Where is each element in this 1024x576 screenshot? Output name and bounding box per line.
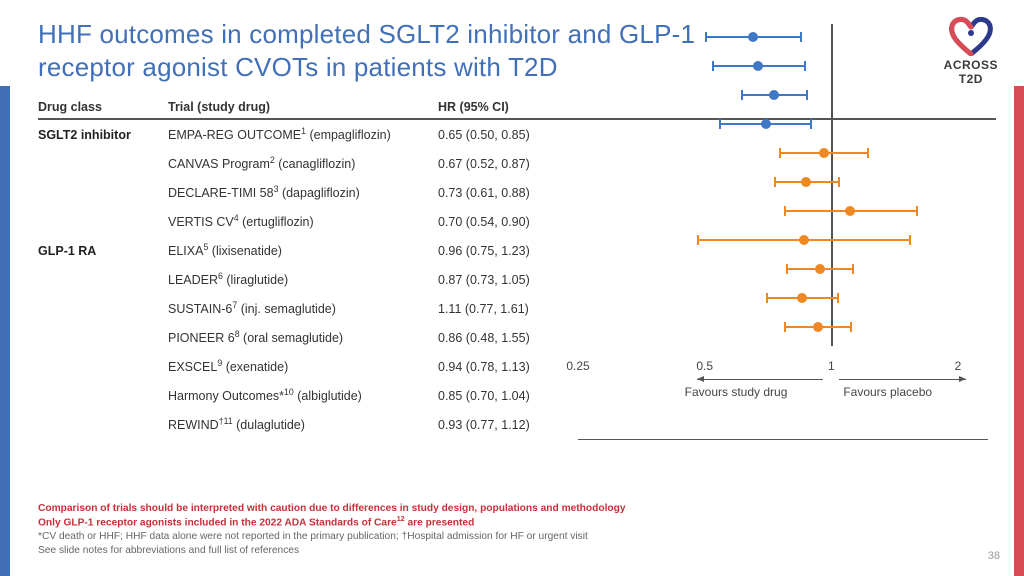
col-header-class: Drug class (38, 100, 168, 114)
trial-label: ELIXA5 (lixisenatide) (168, 242, 438, 258)
footnotes: Comparison of trials should be interpret… (38, 502, 934, 558)
hr-value: 0.86 (0.48, 1.55) (438, 331, 578, 345)
hr-value: 0.85 (0.70, 1.04) (438, 389, 578, 403)
drug-class-label: GLP-1 RA (38, 244, 168, 258)
trial-label: DECLARE-TIMI 583 (dapagliflozin) (168, 184, 438, 200)
arrow-right-icon (839, 379, 966, 380)
axis-tick-label: 0.5 (696, 359, 713, 373)
hr-value: 1.11 (0.77, 1.61) (438, 302, 578, 316)
trial-label: CANVAS Program2 (canagliflozin) (168, 155, 438, 171)
trial-label: LEADER6 (liraglutide) (168, 271, 438, 287)
hr-value: 0.67 (0.52, 0.87) (438, 157, 578, 171)
table-row: REWIND†11 (dulaglutide)0.93 (0.77, 1.12) (38, 410, 996, 439)
axis-tick-label: 0.25 (566, 359, 589, 373)
arrow-left-icon (697, 379, 824, 380)
trial-label: EXSCEL9 (exenatide) (168, 358, 438, 374)
hr-value: 0.70 (0.54, 0.90) (438, 215, 578, 229)
drug-class-label: SGLT2 inhibitor (38, 128, 168, 142)
trial-label: EMPA-REG OUTCOME1 (empagliflozin) (168, 126, 438, 142)
hr-value: 0.96 (0.75, 1.23) (438, 244, 578, 258)
hr-value: 0.87 (0.73, 1.05) (438, 273, 578, 287)
col-header-hr: HR (95% CI) (438, 100, 578, 114)
axis-tick-label: 1 (828, 359, 835, 373)
col-header-trial: Trial (study drug) (168, 100, 438, 114)
hr-value: 0.65 (0.50, 0.85) (438, 128, 578, 142)
axis-left-label: Favours study drug (685, 385, 788, 399)
trial-label: REWIND†11 (dulaglutide) (168, 416, 438, 432)
footnote-ref: See slide notes for abbreviations and fu… (38, 544, 934, 558)
accent-bar-right (1014, 86, 1024, 576)
forest-plot: 0.250.512Favours study drugFavours place… (578, 24, 958, 394)
axis-rule (578, 439, 988, 440)
trial-label: PIONEER 68 (oral semaglutide) (168, 329, 438, 345)
hr-value: 0.73 (0.61, 0.88) (438, 186, 578, 200)
axis-right-label: Favours placebo (843, 385, 932, 399)
page-number: 38 (988, 550, 1000, 562)
trial-label: VERTIS CV4 (ertugliflozin) (168, 213, 438, 229)
axis-tick-label: 2 (955, 359, 962, 373)
slide: HHF outcomes in completed SGLT2 inhibito… (0, 0, 1024, 576)
hr-value: 0.94 (0.78, 1.13) (438, 360, 578, 374)
footnote-caution-1: Comparison of trials should be interpret… (38, 502, 934, 516)
footnote-def: *CV death or HHF; HHF data alone were no… (38, 530, 934, 544)
accent-bar-left (0, 86, 10, 576)
trial-label: Harmony Outcomes*10 (albiglutide) (168, 387, 438, 403)
footnote-caution-2: Only GLP-1 receptor agonists included in… (38, 515, 934, 530)
trial-label: SUSTAIN-67 (inj. semaglutide) (168, 300, 438, 316)
hr-value: 0.93 (0.77, 1.12) (438, 418, 578, 432)
